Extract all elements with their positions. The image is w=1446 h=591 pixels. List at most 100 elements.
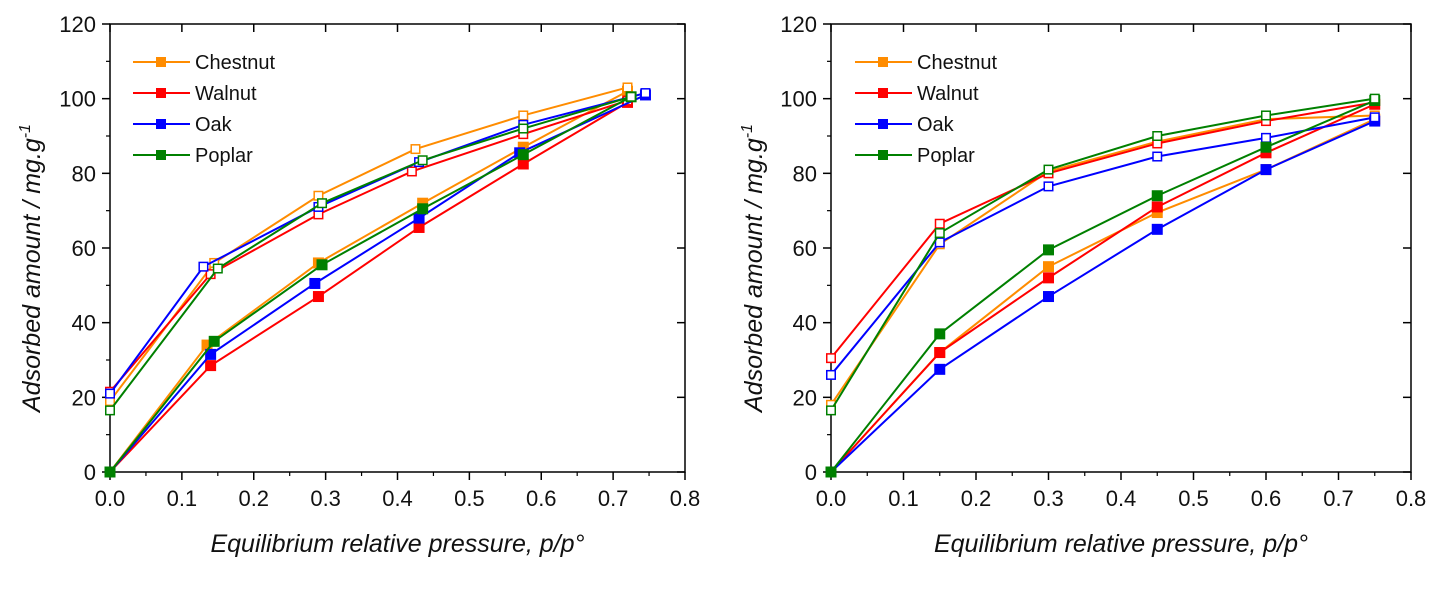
chart1-series-oak-adsorption-line (109, 94, 646, 473)
chart1-series-walnut-adsorption-line (109, 101, 629, 473)
chart1-legend-label-oak: Oak (195, 114, 233, 136)
chart1-x-axis-title: Equilibrium relative pressure, p/p° (210, 530, 584, 558)
chart2-series-poplar-desorption-point (1152, 131, 1163, 141)
chart2-series-oak-adsorption-point (934, 363, 946, 375)
chart1-y-tick-label: 0 (84, 460, 96, 485)
chart1-y-tick-label: 40 (72, 311, 96, 336)
chart2-x-tick-label: 0.8 (1396, 486, 1427, 511)
chart2-plot: 0.0 0.1 0.2 0.3 0.4 0.5 0.6 0.7 0.8 0 20 40 60 80 100 1… (739, 12, 1426, 558)
chart2-series-chestnut-adsorption-point (1043, 261, 1054, 273)
chart1-series-walnut-adsorption-point (413, 221, 425, 233)
chart2-x-tick-label: 0.2 (961, 486, 992, 511)
chart2-series-oak-adsorption-point (1151, 223, 1163, 235)
chart1-legend: Chestnut Walnut Oak Poplar (133, 52, 275, 167)
chart2-series-poplar-desorption-point (1043, 164, 1054, 175)
chart2-series-poplar-desorption-line (830, 97, 1375, 411)
chart2-series-oak-desorption-point (1261, 132, 1271, 143)
chart1-series-chestnut-desorption-point (410, 144, 421, 155)
chart2-x-tick-label: 0.6 (1251, 486, 1282, 511)
chart2-y-tick-label: 60 (793, 236, 817, 261)
chart2-series-poplar-adsorption-point (1260, 141, 1272, 153)
chart2-legend-label-chestnut: Chestnut (917, 52, 997, 74)
chart2-series-oak-adsorption-point (1260, 164, 1272, 176)
chart1-series-walnut-desorption-point (406, 166, 417, 177)
chart1-x-tick-label: 0.7 (598, 486, 629, 511)
chart2-series-walnut-desorption-point (934, 218, 945, 229)
chart2-series-walnut-adsorption-point (1151, 201, 1163, 213)
chart1-legend-marker (156, 57, 166, 67)
chart1-legend-label-chestnut: Chestnut (195, 52, 275, 74)
chart1-series-walnut-desorption-line (109, 99, 628, 393)
chart1-series-poplar (104, 91, 637, 478)
chart2-x-axis-title: Equilibrium relative pressure, p/p° (934, 530, 1308, 558)
chart2-x-tick-label: 0.7 (1323, 486, 1354, 511)
chart1-series-chestnut-desorption-point (518, 110, 529, 121)
chart1-series-walnut-adsorption-point (312, 291, 324, 303)
chart1-series-chestnut-adsorption-line (109, 90, 628, 473)
chart1-series-chestnut-desorption-line (109, 86, 628, 402)
chart1-legend-marker (156, 88, 166, 98)
chart2-legend: Chestnut Walnut Oak Poplar (855, 52, 997, 167)
chart2-series-poplar-adsorption-point (934, 328, 946, 340)
chart2-series-walnut-adsorption-line (830, 103, 1376, 473)
chart2-x-tick-label: 0.0 (816, 486, 847, 511)
chart2-y-axis-title-sup: -1 (739, 124, 756, 138)
chart2-series-poplar (825, 93, 1381, 478)
chart2-x-tick-label: 0.4 (1106, 486, 1137, 511)
chart2-legend-marker (878, 88, 888, 98)
chart1-series-poplar-adsorption-point (517, 149, 529, 161)
chart2-series-poplar-desorption-point (826, 405, 836, 416)
chart1-series-walnut-adsorption-point (205, 360, 217, 372)
chart2-legend-marker (878, 150, 888, 160)
chart1-x-tick-label: 0.0 (95, 486, 126, 511)
chart1-series-poplar-desorption-line (109, 95, 632, 412)
chart1-y-tick-label: 120 (59, 12, 96, 37)
chart1-x-tick-label: 0.5 (454, 486, 485, 511)
chart2-series-poplar-adsorption-point (825, 466, 837, 478)
chart2-legend-label-walnut: Walnut (917, 83, 979, 105)
chart1-x-tick-label: 0.1 (167, 486, 198, 511)
chart1-x-tick-label: 0.4 (382, 486, 413, 511)
chart1-y-tick-label: 100 (59, 87, 96, 112)
chart1-series-poplar-adsorption-line (109, 95, 632, 473)
chart2-y-axis-title-main: Adsorbed amount / mg.g (740, 138, 768, 414)
chart1-legend-label-walnut: Walnut (195, 83, 257, 105)
chart1-series-poplar-desorption-point (518, 123, 529, 134)
chart2-series-poplar-desorption-point (1369, 93, 1380, 104)
chart2-series-walnut-desorption-point (826, 353, 836, 364)
chart1-legend-marker (156, 150, 166, 160)
chart1-series-walnut (104, 95, 633, 478)
chart1-series-poplar-adsorption-point (208, 335, 220, 347)
chart2-legend-marker (878, 57, 888, 67)
chart1-y-axis-title: Adsorbed amount / mg.g-1 (17, 124, 46, 414)
chart1-y-axis-title-main: Adsorbed amount / mg.g (18, 138, 46, 414)
chart2-y-tick-label: 20 (793, 385, 817, 410)
chart1-x-tick-label: 0.3 (310, 486, 341, 511)
chart2-series-poplar-adsorption-line (830, 99, 1376, 473)
chart1-y-tick-label: 20 (72, 385, 96, 410)
chart2-series-poplar-adsorption-point (1043, 244, 1054, 256)
chart2-y-tick-label: 40 (793, 311, 817, 336)
chart1-y-axis-title-sup: -1 (17, 124, 34, 138)
chart2-x-tick-label: 0.5 (1178, 486, 1209, 511)
chart1-x-tick-label: 0.8 (670, 486, 701, 511)
chart2-y-tick-label: 100 (780, 87, 817, 112)
chart2-series-oak-desorption-point (1152, 151, 1163, 162)
chart1-series-poplar-adsorption-point (316, 259, 328, 271)
chart2-y-axis-title: Adsorbed amount / mg.g-1 (739, 124, 768, 414)
chart1-series-poplar-adsorption-point (104, 466, 116, 478)
chart2-series-oak (825, 112, 1381, 478)
chart1-y-tick-label: 80 (72, 161, 96, 186)
chart2-y-tick-label: 0 (805, 460, 817, 485)
chart1-x-tick-label: 0.2 (238, 486, 269, 511)
chart2-x-tick-label: 0.1 (888, 486, 919, 511)
chart1-series-oak-adsorption-point (413, 212, 425, 224)
chart1-legend-label-poplar: Poplar (195, 145, 253, 167)
chart1-series-chestnut-desorption-point (622, 82, 633, 93)
chart1-series-poplar-desorption-point (105, 405, 115, 416)
chart2-series-oak-adsorption-point (1043, 291, 1054, 303)
chart2-legend-label-poplar: Poplar (917, 145, 975, 167)
chart2-y-tick-label: 120 (780, 12, 817, 37)
chart1-x-tick-label: 0.6 (526, 486, 557, 511)
